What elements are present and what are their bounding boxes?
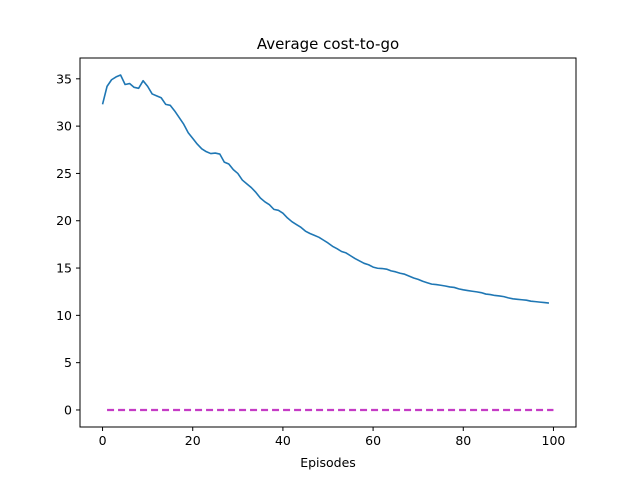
x-tick-label: 80: [455, 433, 471, 448]
y-tick-label: 25: [56, 166, 72, 181]
x-tick-label: 40: [275, 433, 291, 448]
y-tick-label: 0: [64, 402, 72, 417]
y-tick-label: 35: [56, 71, 72, 86]
x-tick-label: 60: [365, 433, 381, 448]
y-tick-label: 30: [56, 119, 72, 134]
y-tick-label: 20: [56, 213, 72, 228]
axis-ticks: 0 20 40 60 80 100 0 5 10 15 20 25 30 35: [56, 71, 565, 448]
x-axis-label: Episodes: [300, 455, 356, 470]
plot-area-frame: [79, 57, 577, 428]
y-tick-label: 15: [56, 261, 72, 276]
series-layer: [101, 74, 554, 412]
y-tick-label: 10: [56, 308, 72, 323]
x-tick-label: 100: [542, 433, 566, 448]
chart-title: Average cost-to-go: [257, 35, 399, 53]
series-line-cost-to-go: [101, 74, 550, 304]
x-tick-label: 0: [99, 433, 107, 448]
y-tick-label: 5: [64, 355, 72, 370]
x-tick-label: 20: [185, 433, 201, 448]
